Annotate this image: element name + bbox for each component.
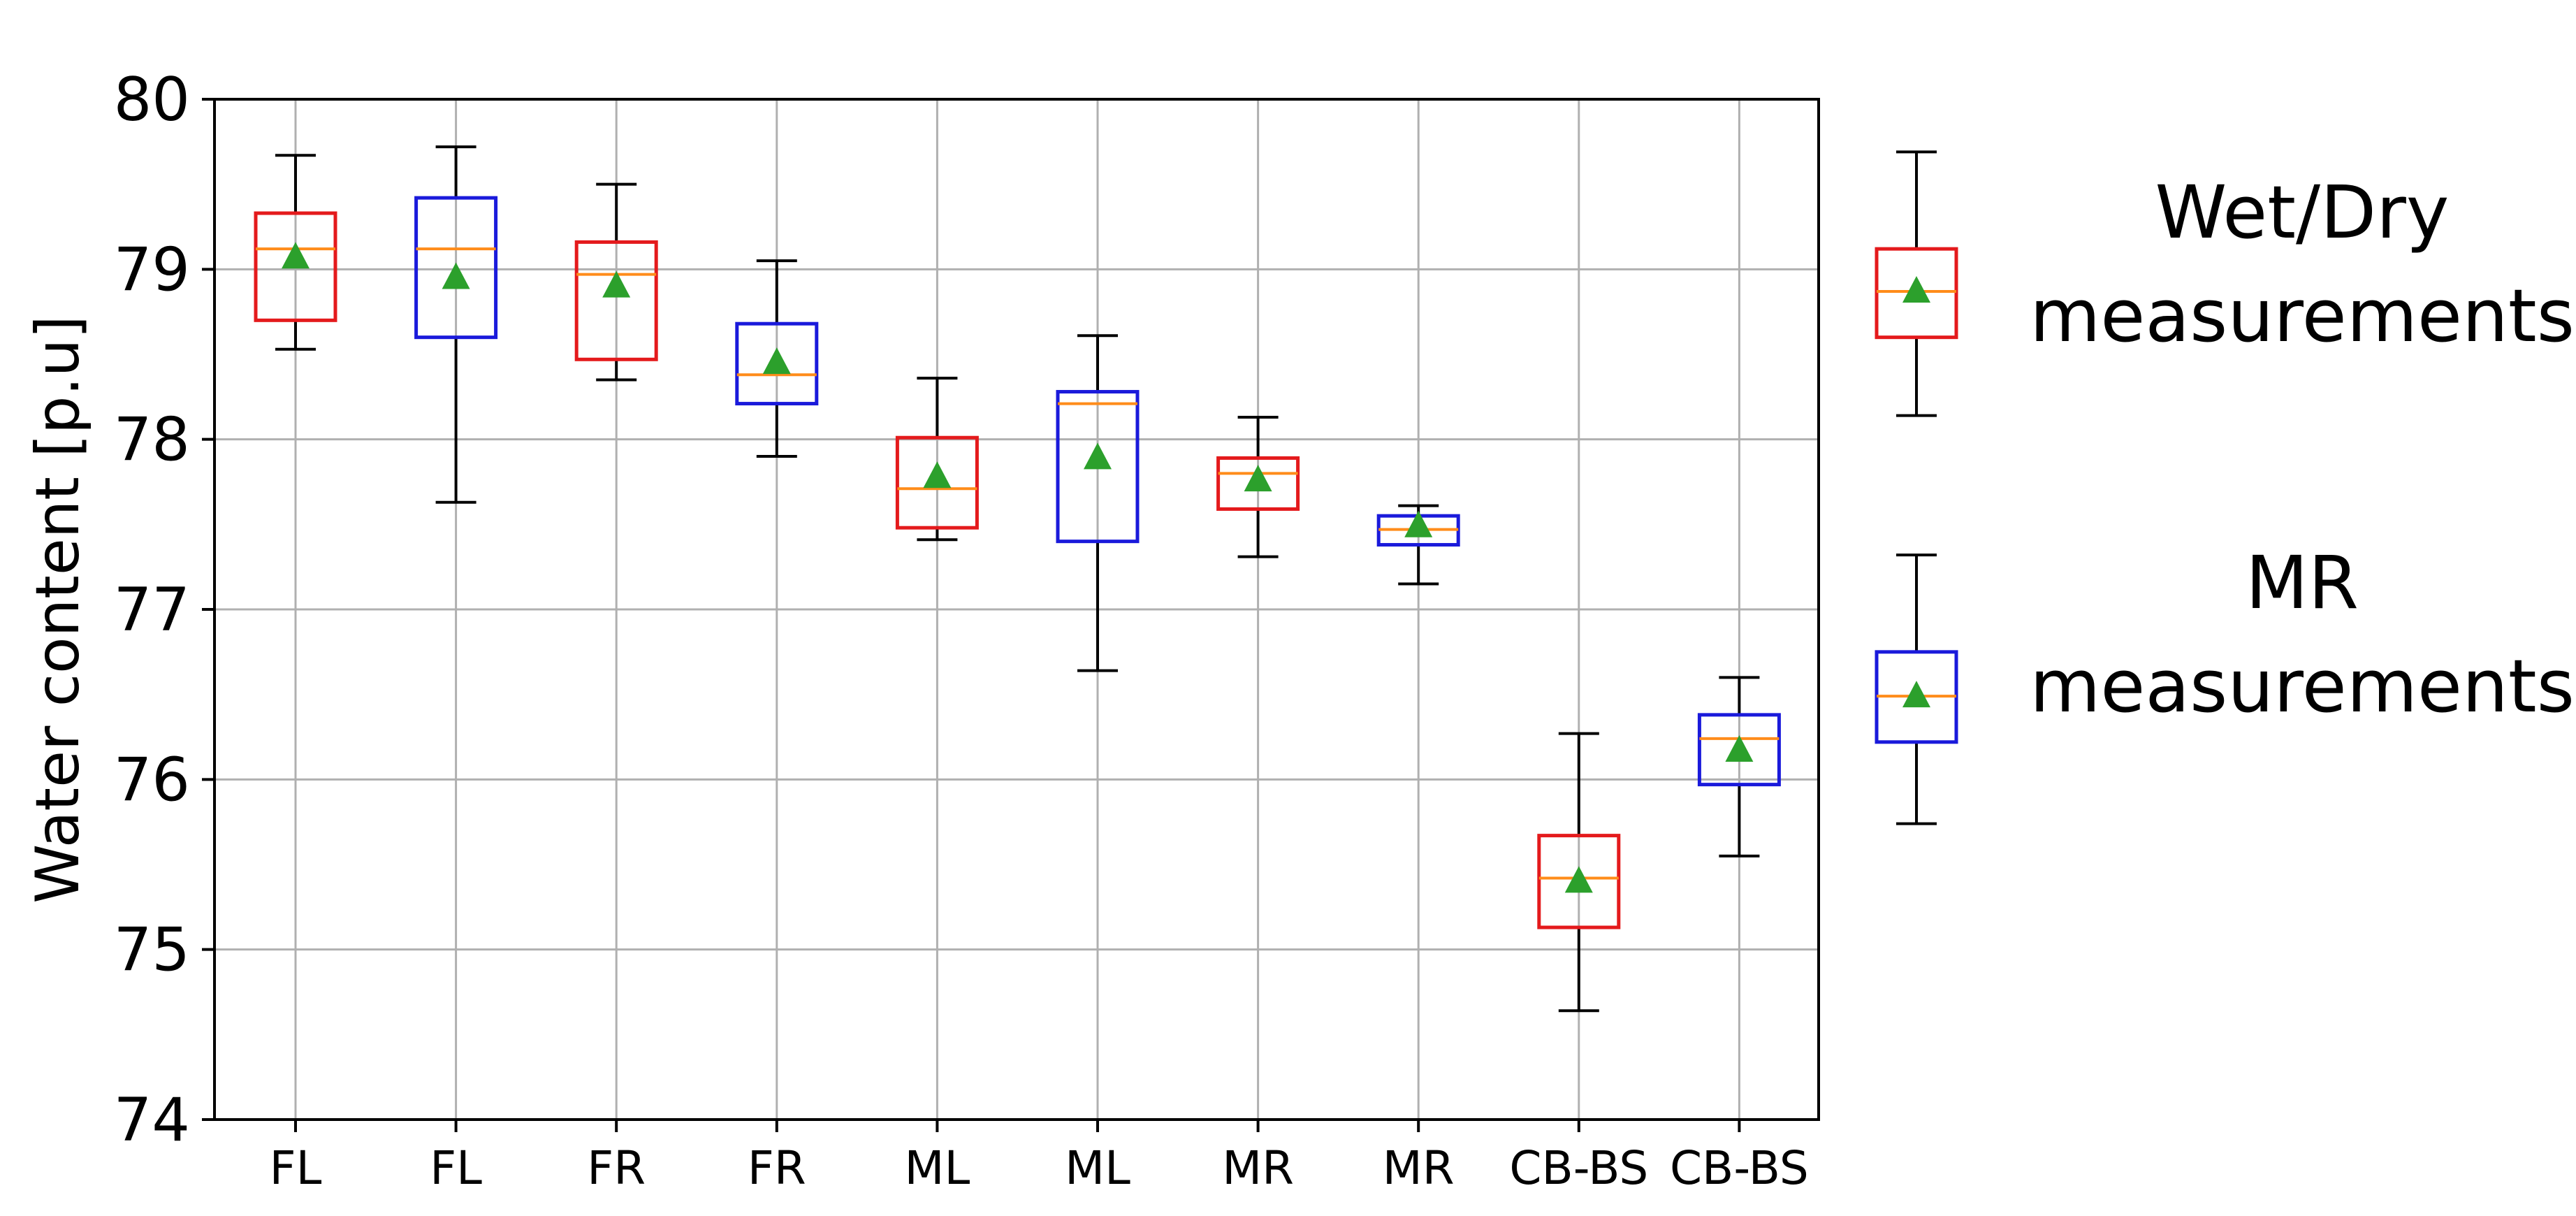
box-body [1537,834,1621,929]
x-tick-label: FR [748,1141,806,1195]
box-fl-wetdry [254,154,337,351]
mean-marker [602,270,631,298]
box-body [1216,456,1300,511]
y-tick-label: 78 [114,405,190,475]
box-body [735,321,819,406]
y-axis-label: Water content [p.u] [23,315,93,904]
box-cb-bs-mr [1697,676,1781,857]
x-tick-label: ML [1065,1141,1130,1195]
legend-label-line1: Wet/Dry [2155,170,2450,255]
x-tick-label: MR [1222,1141,1294,1195]
mean-marker [1564,866,1593,893]
box-mr-mr [1376,504,1460,586]
box-body [414,196,498,340]
legend-label-line1: MR [2246,540,2359,625]
x-tick-label: CB-BS [1670,1141,1809,1195]
x-tick-label: FL [270,1141,322,1195]
x-tick-label: ML [905,1141,970,1195]
box-fl-mr [414,145,498,504]
mean-marker [1404,510,1433,537]
mean-marker [1084,442,1112,470]
box-body [895,435,979,530]
box-fr-mr [735,259,819,458]
y-tick-label: 80 [114,65,190,135]
x-tick-label: MR [1383,1141,1455,1195]
x-tick-label: CB-BS [1509,1141,1648,1195]
box-body [254,211,337,322]
box-ml-wetdry [895,377,979,542]
box-mr-wetdry [1216,416,1300,558]
y-tick-label: 75 [114,915,190,985]
y-tick-label: 76 [114,745,190,815]
legend-entry-mr: MR measurements [1875,540,2575,825]
box-body [1697,713,1781,787]
legend-mean-marker [1902,681,1930,708]
mean-marker [282,242,310,269]
y-tick-label: 79 [114,235,190,305]
mean-marker [923,461,952,488]
box-series [254,145,1781,1013]
mean-marker [1725,734,1754,762]
mean-marker [1244,465,1272,492]
legend-label-line2: measurements [2030,644,2575,729]
axis-ticks: 74 75 76 77 78 79 80 FL FL FR FR ML ML MR MR CB-BS CB-BS [114,65,1809,1195]
y-tick-label: 77 [114,575,190,645]
box-cb-bs-wetdry [1537,732,1621,1013]
box-body [574,240,658,361]
x-tick-label: FR [587,1141,646,1195]
legend-entry-wetdry: Wet/Dry measurements [1875,150,2575,417]
mean-marker [442,262,470,289]
box-ml-mr [1056,334,1140,672]
mean-marker [762,347,791,375]
legend: Wet/Dry measurements MR measurements [1875,150,2575,825]
box-body [1056,390,1140,544]
box-fr-wetdry [574,182,658,382]
x-tick-label: FL [430,1141,482,1195]
y-tick-label: 74 [114,1085,190,1155]
legend-label-line2: measurements [2030,273,2575,359]
legend-box-body [1875,247,1958,340]
legend-mean-marker [1902,275,1930,303]
